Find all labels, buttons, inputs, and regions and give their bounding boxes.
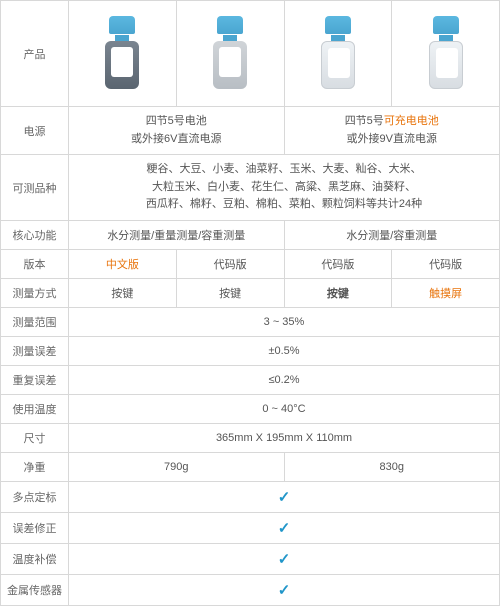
- power-left: 四节5号电池 或外接6V直流电源: [69, 107, 285, 155]
- core-right: 水分测量/容重测量: [284, 220, 500, 249]
- label-core: 核心功能: [1, 220, 69, 249]
- label-weight: 净重: [1, 452, 69, 481]
- wt-left: 790g: [69, 452, 285, 481]
- label-power: 电源: [1, 107, 69, 155]
- label-method: 测量方式: [1, 278, 69, 307]
- temp-value: 0 ~ 40°C: [69, 394, 500, 423]
- size-value: 365mm X 195mm X 110mm: [69, 423, 500, 452]
- repeat-value: ≤0.2%: [69, 365, 500, 394]
- wt-right: 830g: [284, 452, 500, 481]
- label-sensor: 金属传感器: [1, 574, 69, 605]
- ver-c: 代码版: [284, 249, 392, 278]
- errcor-check: ✓: [69, 512, 500, 543]
- product-img-4: [392, 1, 500, 107]
- label-product: 产品: [1, 1, 69, 107]
- err-value: ±0.5%: [69, 336, 500, 365]
- label-size: 尺寸: [1, 423, 69, 452]
- met-c: 按键: [284, 278, 392, 307]
- range-value: 3 ~ 35%: [69, 307, 500, 336]
- label-err: 测量误差: [1, 336, 69, 365]
- label-errcor: 误差修正: [1, 512, 69, 543]
- label-temp: 使用温度: [1, 394, 69, 423]
- sensor-check: ✓: [69, 574, 500, 605]
- ver-d: 代码版: [392, 249, 500, 278]
- label-species: 可测品种: [1, 155, 69, 221]
- label-repeat: 重复误差: [1, 365, 69, 394]
- met-d: 触摸屏: [392, 278, 500, 307]
- product-img-2: [176, 1, 284, 107]
- ver-b: 代码版: [176, 249, 284, 278]
- multi-check: ✓: [69, 481, 500, 512]
- label-tempcomp: 温度补偿: [1, 543, 69, 574]
- met-a: 按键: [69, 278, 177, 307]
- label-version: 版本: [1, 249, 69, 278]
- product-img-3: [284, 1, 392, 107]
- product-img-1: [69, 1, 177, 107]
- label-multi: 多点定标: [1, 481, 69, 512]
- label-range: 测量范围: [1, 307, 69, 336]
- power-right: 四节5号可充电电池 或外接9V直流电源: [284, 107, 500, 155]
- core-left: 水分测量/重量测量/容重测量: [69, 220, 285, 249]
- tempcomp-check: ✓: [69, 543, 500, 574]
- species-value: 粳谷、大豆、小麦、油菜籽、玉米、大麦、籼谷、大米、 大粒玉米、白小麦、花生仁、高…: [69, 155, 500, 221]
- met-b: 按键: [176, 278, 284, 307]
- ver-a: 中文版: [69, 249, 177, 278]
